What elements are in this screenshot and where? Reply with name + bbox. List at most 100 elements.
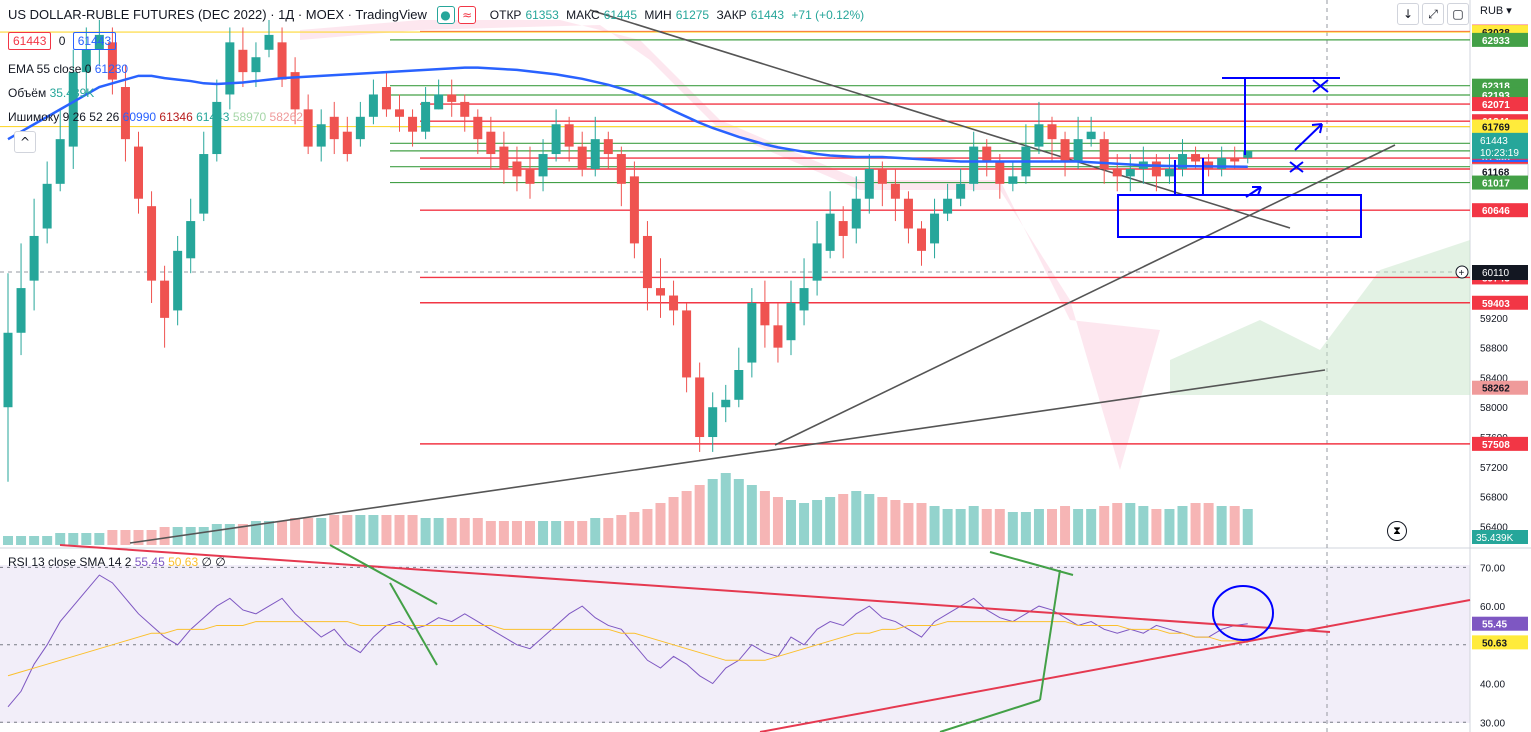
candle-body <box>982 146 992 162</box>
candle-body <box>682 310 692 378</box>
volume-legend[interactable]: Объём 35.439K <box>8 86 94 100</box>
crosshair-price-text: 60110 <box>1482 268 1510 279</box>
volume-bar <box>81 533 92 545</box>
volume-bar <box>968 506 979 545</box>
hourglass-icon[interactable]: ⧗ <box>1387 521 1407 541</box>
rsi-tick-label: 40.00 <box>1480 680 1505 691</box>
price-badge-text: 61769 <box>1482 123 1510 134</box>
price-badge: 60646 <box>1472 203 1528 218</box>
rsi-legend[interactable]: RSI 13 close SMA 14 2 55.45 50.63 ∅ ∅ <box>8 555 226 569</box>
volume-bar <box>277 521 288 545</box>
ohlc-open-label: ОТКР <box>489 8 522 22</box>
rsi-label: RSI 13 close SMA 14 2 <box>8 555 132 569</box>
volume-bar <box>485 521 496 545</box>
ichimoku-conversion-value: 60990 <box>122 110 157 124</box>
candle-body <box>564 124 574 147</box>
volume-bar <box>642 509 653 545</box>
ema-legend[interactable]: EMA 55 close 0 61230 <box>8 62 128 76</box>
candle-body <box>721 399 731 408</box>
candle-body <box>134 146 143 199</box>
maximize-icon[interactable]: ⤢ <box>1422 3 1444 25</box>
plus-icon: + <box>1459 268 1465 279</box>
volume-bar <box>1190 503 1201 545</box>
volume-bar <box>733 479 744 545</box>
ohlc-low-value: 61275 <box>675 8 710 22</box>
fullscreen-icon[interactable]: ▢ <box>1447 3 1469 25</box>
candle-body <box>120 87 130 140</box>
ohlc-high-value: 61445 <box>603 8 638 22</box>
chart-header: US DOLLAR-RUBLE FUTURES (DEC 2022) · 1Д … <box>8 6 868 24</box>
compare-icon[interactable]: ≈ <box>458 6 477 24</box>
volume-bar <box>890 500 901 545</box>
candle-body <box>408 116 418 132</box>
volume-bar <box>538 521 549 545</box>
candle-body <box>3 332 13 408</box>
volume-bar <box>342 515 353 545</box>
buy-button[interactable]: 61443 <box>72 32 117 50</box>
currency-label[interactable]: RUB ▾ <box>1480 4 1512 17</box>
candle-body <box>734 370 744 400</box>
candle-body <box>669 295 679 311</box>
ohlc-close-value: 61443 <box>750 8 785 22</box>
collapse-legend-icon[interactable]: ^ <box>14 131 36 153</box>
volume-bar <box>511 521 522 545</box>
ema-value: 61230 <box>94 62 129 76</box>
candle-body <box>943 198 953 214</box>
price-tick-label: 56800 <box>1480 493 1508 504</box>
candle-body <box>395 109 404 117</box>
price-badge-bg <box>1472 119 1528 134</box>
down-arrow-icon[interactable]: ↓ <box>1397 3 1419 25</box>
price-badge: 61769 <box>1472 119 1528 134</box>
candle-body <box>616 154 626 184</box>
price-badge-text: 58262 <box>1482 384 1510 395</box>
volume-bar <box>1242 509 1253 545</box>
candle-body <box>1034 124 1044 147</box>
volume-bar <box>159 527 170 545</box>
candle-body <box>368 94 378 117</box>
last-price-badge <box>1472 132 1528 159</box>
candle-body <box>760 302 770 326</box>
sell-button[interactable]: 61443 <box>8 32 52 50</box>
volume-bar <box>851 491 862 545</box>
volume-bar <box>916 503 927 545</box>
price-badge-bg <box>1472 295 1528 310</box>
price-badge: 57508 <box>1472 436 1528 451</box>
volume-bar <box>759 491 770 545</box>
volume-bar <box>1086 509 1097 545</box>
price-badge-text: 62933 <box>1482 36 1510 47</box>
ichimoku-legend[interactable]: Ишимоку 9 26 52 26 60990 61346 61443 589… <box>8 110 303 124</box>
volume-label: Объём <box>8 86 47 100</box>
rsi-extra-2: ∅ <box>215 555 226 569</box>
price-badge: 62071 <box>1472 97 1528 112</box>
volume-bar <box>1007 512 1018 545</box>
ichimoku-cloud-bullish <box>1170 240 1470 395</box>
price-badge-text: 62071 <box>1482 100 1510 111</box>
ohlc-open-value: 61353 <box>525 8 559 22</box>
volume-bar <box>1177 506 1188 545</box>
candle-body <box>303 109 313 147</box>
volume-bar <box>420 518 431 545</box>
rsi-sma-line <box>7 621 1248 677</box>
volume-bar <box>394 515 405 545</box>
volume-bar <box>224 524 235 545</box>
candle-body <box>995 161 1005 184</box>
spread-value: 0 <box>58 34 66 48</box>
volume-bar <box>107 530 118 545</box>
candle-body <box>851 198 861 229</box>
candle-body <box>969 146 979 184</box>
candle-body <box>786 302 796 341</box>
candle-body <box>656 288 665 296</box>
bid-ask-row: 61443 0 61443 <box>8 32 117 50</box>
volume-bar <box>929 506 940 545</box>
market-status-icon[interactable]: ● <box>436 6 455 24</box>
candle-body <box>94 34 104 50</box>
candle-body <box>1217 157 1227 169</box>
candle-body <box>147 206 157 281</box>
trendline-support <box>129 369 1326 544</box>
candle-body <box>956 183 966 199</box>
candle-body <box>460 101 470 117</box>
rsi-trendline-down <box>59 544 1331 633</box>
rsi-band <box>0 565 1470 723</box>
symbol-title[interactable]: US DOLLAR-RUBLE FUTURES (DEC 2022) · 1Д … <box>8 7 427 22</box>
